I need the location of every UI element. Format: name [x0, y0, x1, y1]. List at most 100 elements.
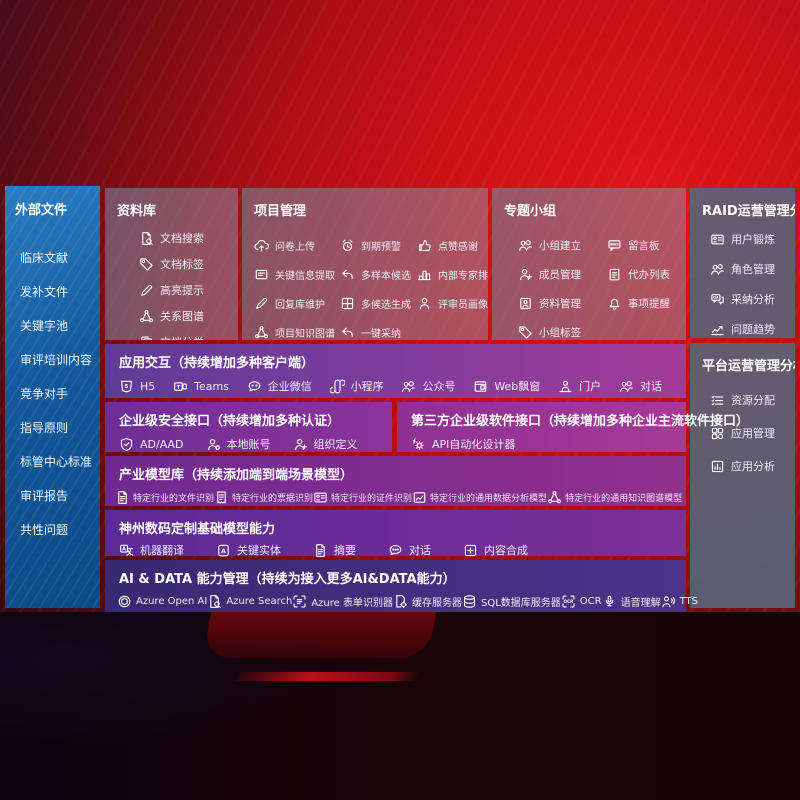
- item-label: 公众号: [422, 380, 456, 393]
- item-label: 问题趋势: [731, 323, 775, 336]
- item-trend-chart: 问题趋势: [710, 321, 795, 337]
- sidebar-external-files: 外部文件 临床文献 发补文件 关键字池 审评培训内容 竞争对手 指导原则 标管中心标准 审评报…: [5, 186, 100, 608]
- item-label: 用户锻炼: [731, 233, 775, 246]
- item-app-grid: 应用管理: [710, 425, 795, 441]
- tag-icon: [139, 257, 154, 272]
- item-label: Azure Search: [226, 596, 293, 607]
- panel-title: 资料库: [117, 204, 157, 219]
- item-doc-copy: 文档分类: [139, 334, 238, 340]
- item-highlight-pen: 高亮提示: [139, 282, 238, 298]
- thumbs-up-icon: [417, 238, 432, 253]
- item-label: 小组标签: [539, 327, 581, 339]
- item-image-chart: 特定行业的通用数据分析模型: [412, 490, 547, 505]
- item-label: 对话: [409, 544, 431, 557]
- item-wechat-work: 企业微信: [247, 378, 312, 394]
- svg-text:T: T: [177, 384, 181, 390]
- svg-text:QA: QA: [713, 295, 719, 299]
- item-multi-generate: 多候选生成: [340, 296, 417, 311]
- item-thumbs-up: 点赞感谢: [417, 238, 488, 253]
- item-label: 摘要: [334, 544, 356, 557]
- item-label: 多样本候选: [361, 271, 411, 282]
- item-compose: 内容合成: [463, 542, 528, 558]
- dialog-icon: [619, 379, 634, 394]
- item-label: 关键信息提取: [275, 271, 335, 282]
- item-label: 特定行业的通用数据分析模型: [430, 494, 548, 504]
- api-gear-icon: [411, 437, 426, 452]
- row-title: 企业级安全接口（持续增加多种认证）: [119, 414, 341, 429]
- highlight-pen-icon: [139, 283, 154, 298]
- sidebar-item: 审评报告: [20, 488, 69, 503]
- item-label: 角色管理: [731, 263, 775, 276]
- official-account-icon: [401, 379, 416, 394]
- summary-doc-icon: [313, 543, 328, 558]
- panel-title: 平台运营管理分析: [702, 359, 795, 374]
- sidebar-item: 关键字池: [20, 318, 69, 333]
- compose-icon: [463, 543, 478, 558]
- panel-title: 专题小组: [504, 204, 557, 219]
- row-title: 应用交互（持续增加多种客户端）: [119, 356, 315, 371]
- panel-special-groups: 专题小组 小组建立 BBS 留言板 成员管理 代办列表 资料管理 事项提醒 小组标签: [492, 188, 686, 340]
- item-label: 应用管理: [731, 427, 775, 440]
- sidebar-item: 指导原则: [20, 420, 69, 435]
- knowledge-graph-icon: [254, 325, 269, 340]
- item-doc-recognize: 特定行业的文件识别: [115, 490, 214, 505]
- azure-search-icon: [207, 594, 222, 609]
- row-items: 特定行业的文件识别 特定行业的票据识别 特定行业的证件识别 特定行业的通用数据分析模型…: [105, 483, 686, 505]
- svg-text:A: A: [221, 547, 226, 554]
- item-label: 代办列表: [628, 269, 670, 281]
- ocr-icon: OCR: [561, 594, 576, 609]
- alarm-icon: [340, 238, 355, 253]
- item-ranking: 内部专家排名: [417, 267, 488, 282]
- item-doc-search: 文档搜索: [139, 230, 238, 246]
- shield-icon: [119, 437, 134, 452]
- clipboard-icon: [607, 267, 622, 282]
- item-label: 企业微信: [267, 380, 312, 393]
- item-label: 本地账号: [226, 438, 271, 451]
- item-label: TTS: [679, 596, 698, 607]
- item-azure-search: Azure Search: [207, 594, 292, 609]
- sidebar-item: 共性问题: [20, 522, 69, 537]
- item-task-list: 资源分配: [710, 392, 795, 408]
- item-label: Web飘窗: [494, 380, 541, 393]
- item-label: 机器翻译: [140, 544, 184, 557]
- report-chart-icon: [710, 459, 725, 474]
- person-icon: [417, 296, 432, 311]
- item-reply-arrow: 多样本候选: [340, 267, 417, 282]
- item-chat-analysis: QA 采纳分析: [710, 291, 795, 307]
- item-label: 高亮提示: [160, 284, 204, 297]
- item-ocr: OCR OCR: [561, 594, 602, 609]
- svg-text:OCR: OCR: [563, 599, 574, 604]
- speech-icon: [602, 594, 617, 609]
- row-title: 神州数码定制基础模型能力: [119, 522, 276, 537]
- person-plus-icon: [518, 267, 533, 282]
- org-define-icon: [293, 437, 308, 452]
- entity-icon: A: [216, 543, 231, 558]
- item-doc-extract: 关键信息提取: [254, 267, 340, 282]
- svg-text:5: 5: [125, 384, 129, 390]
- item-label: Azure Open AI: [136, 596, 208, 607]
- item-form-recognizer: Azure 表单识别器: [292, 594, 393, 609]
- image-chart-icon: [412, 490, 427, 505]
- bell-icon: [607, 296, 622, 311]
- item-label: 到期预警: [361, 242, 401, 253]
- knowledge-graph-icon: [547, 490, 562, 505]
- background-laptop-glow: [202, 612, 437, 658]
- item-label: 应用分析: [731, 460, 775, 473]
- item-label: 特定行业的通用知识图谱模型: [565, 494, 683, 504]
- item-id-card: 用户锻炼: [710, 231, 795, 247]
- item-label: 特定行业的票据识别: [232, 494, 314, 504]
- item-label: 点赞感谢: [438, 242, 478, 253]
- item-adopt-arrow: 一键采纳: [340, 325, 417, 340]
- item-label: 文档分类: [160, 334, 204, 340]
- item-label: 组织定义: [313, 438, 358, 451]
- item-alarm: 到期预警: [340, 238, 417, 253]
- item-edit-pen: 回复库维护: [254, 296, 340, 311]
- panel-items: 用户锻炼角色管理 QA 采纳分析 问题趋势: [710, 231, 795, 337]
- doc-recognize-icon: [115, 490, 130, 505]
- item-label: 缓存服务器: [412, 598, 462, 609]
